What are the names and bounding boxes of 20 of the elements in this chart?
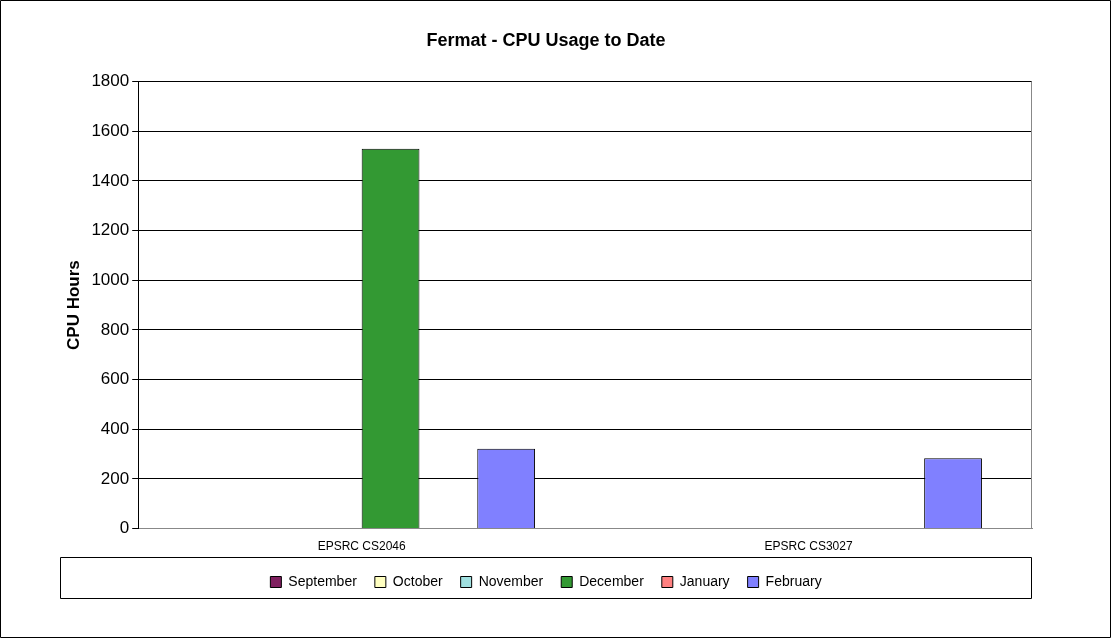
y-tick-label: 0 (119, 518, 130, 538)
legend-label: January (679, 572, 730, 589)
legend-label: February (765, 572, 822, 589)
legend-label: October (392, 572, 443, 589)
y-tick-label: 200 (100, 468, 130, 488)
legend-label: November (478, 572, 544, 589)
y-tick-label: 600 (100, 369, 130, 389)
y-tick-label: 800 (100, 319, 130, 339)
y-tick-label: 1800 (91, 71, 130, 91)
y-axis-title: CPU Hours (63, 260, 83, 350)
y-tick-label: 1000 (91, 269, 130, 289)
y-tick-label: 1200 (91, 220, 130, 240)
y-tick-label: 1400 (91, 170, 130, 190)
y-tick-label: 400 (100, 418, 130, 438)
legend-label: December (579, 572, 645, 589)
y-tick-label: 1600 (91, 120, 130, 140)
x-tick-label: EPSRC CS3027 (764, 539, 853, 554)
x-tick-label: EPSRC CS2046 (317, 539, 407, 554)
legend-label: September (288, 572, 358, 589)
chart-title: Fermat - CPU Usage to Date (426, 29, 666, 50)
